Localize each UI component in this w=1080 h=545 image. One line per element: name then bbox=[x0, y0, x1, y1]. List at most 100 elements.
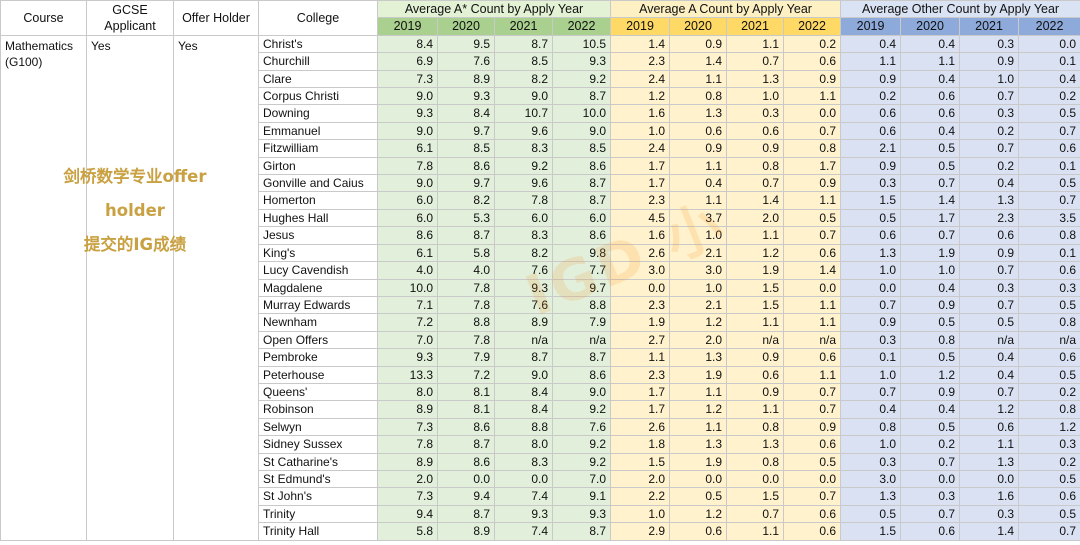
astar-value: 8.9 bbox=[437, 69, 495, 89]
other-value: 0.7 bbox=[959, 87, 1020, 106]
a-value: 1.1 bbox=[783, 191, 842, 210]
other-value: 0.9 bbox=[959, 243, 1020, 263]
table-row: Corpus Christi 9.0 9.3 9.0 8.7 1.2 0.8 1.0 1.1 0.… bbox=[1, 87, 1080, 106]
year-header: 2021 bbox=[959, 17, 1020, 36]
header-course: Course bbox=[0, 0, 87, 36]
gcse-applicant-value: Yes bbox=[86, 34, 174, 541]
a-value: 0.0 bbox=[726, 469, 785, 489]
astar-value: 0.0 bbox=[494, 469, 553, 489]
astar-value: 8.9 bbox=[377, 400, 438, 419]
other-value: 1.5 bbox=[840, 522, 902, 541]
astar-value: n/a bbox=[494, 330, 553, 350]
astar-value: 8.7 bbox=[437, 226, 495, 245]
other-value: 0.6 bbox=[1018, 139, 1080, 158]
astar-value: 9.2 bbox=[551, 69, 612, 89]
other-value: 3.0 bbox=[840, 469, 902, 489]
other-value: 2.3 bbox=[959, 208, 1020, 228]
a-value: 2.7 bbox=[610, 330, 671, 350]
a-value: 1.1 bbox=[726, 522, 785, 541]
table-row: Sidney Sussex 7.8 8.7 8.0 9.2 1.8 1.3 1.3 0.6 1.0… bbox=[1, 435, 1080, 454]
table-row: Churchill 6.9 7.6 8.5 9.3 2.3 1.4 0.7 0.6 1.1 1.1 0… bbox=[1, 52, 1080, 71]
astar-value: 8.5 bbox=[494, 52, 553, 71]
astar-value: 8.4 bbox=[494, 382, 553, 402]
other-value: 0.2 bbox=[900, 435, 961, 454]
astar-value: 10.5 bbox=[551, 34, 612, 54]
a-value: 1.9 bbox=[669, 452, 728, 471]
year-header: 2021 bbox=[494, 17, 553, 36]
a-value: 0.7 bbox=[726, 52, 785, 71]
astar-value: 9.3 bbox=[377, 104, 438, 123]
other-value: 1.6 bbox=[959, 487, 1020, 506]
a-value: 1.1 bbox=[783, 365, 842, 384]
astar-value: 7.8 bbox=[437, 295, 495, 315]
other-value: 1.1 bbox=[959, 435, 1020, 454]
astar-value: 7.4 bbox=[494, 522, 553, 541]
other-value: 0.3 bbox=[840, 174, 902, 193]
college-name: Clare bbox=[258, 69, 378, 89]
other-value: 0.5 bbox=[959, 313, 1020, 332]
year-header: 2020 bbox=[900, 17, 961, 36]
a-value: 0.7 bbox=[783, 382, 842, 402]
header-a-group: Average A Count by Apply Year bbox=[610, 0, 842, 19]
a-value: 0.5 bbox=[783, 452, 842, 471]
astar-value: 5.8 bbox=[437, 243, 495, 263]
other-value: 0.7 bbox=[900, 452, 961, 471]
astar-value: 8.7 bbox=[551, 87, 612, 106]
college-name: Fitzwilliam bbox=[258, 139, 378, 158]
header-other-group: Average Other Count by Apply Year bbox=[840, 0, 1080, 19]
astar-value: 8.4 bbox=[437, 104, 495, 123]
header-astar-group: Average A* Count by Apply Year bbox=[376, 0, 612, 19]
other-value: 1.0 bbox=[840, 435, 902, 454]
other-value: 0.4 bbox=[900, 121, 961, 141]
astar-value: 9.0 bbox=[494, 365, 553, 384]
astar-value: 8.8 bbox=[551, 295, 612, 315]
other-value: 0.7 bbox=[900, 504, 961, 524]
astar-value: 8.8 bbox=[437, 313, 495, 332]
other-value: 0.4 bbox=[840, 400, 902, 419]
table-row: Downing 9.3 8.4 10.7 10.0 1.6 1.3 0.3 0.0 0.6 0.6 0… bbox=[1, 104, 1080, 123]
a-value: 1.6 bbox=[610, 104, 671, 123]
a-value: 1.1 bbox=[610, 348, 671, 367]
other-value: 0.3 bbox=[959, 34, 1020, 54]
a-value: 0.9 bbox=[783, 417, 842, 437]
other-value: 0.4 bbox=[900, 34, 961, 54]
astar-value: 7.1 bbox=[377, 295, 438, 315]
table-row: Jesus 8.6 8.7 8.3 8.6 1.6 1.0 1.1 0.7 0.6 0.7 0.6 0.… bbox=[1, 226, 1080, 245]
astar-value: 7.6 bbox=[494, 261, 553, 280]
a-value: 1.0 bbox=[610, 504, 671, 524]
a-value: 0.6 bbox=[669, 121, 728, 141]
a-value: 2.3 bbox=[610, 52, 671, 71]
a-value: 1.3 bbox=[726, 435, 785, 454]
a-value: 1.5 bbox=[610, 452, 671, 471]
other-value: 0.3 bbox=[1018, 435, 1080, 454]
astar-value: 10.7 bbox=[494, 104, 553, 123]
college-name: King's bbox=[258, 243, 378, 263]
a-value: 2.9 bbox=[610, 522, 671, 541]
a-value: 1.1 bbox=[669, 417, 728, 437]
a-value: 0.6 bbox=[783, 52, 842, 71]
a-value: 0.7 bbox=[783, 400, 842, 419]
other-value: 0.4 bbox=[959, 348, 1020, 367]
a-value: n/a bbox=[726, 330, 785, 350]
astar-value: 9.0 bbox=[551, 382, 612, 402]
other-value: 0.4 bbox=[840, 34, 902, 54]
other-value: 2.1 bbox=[840, 139, 902, 158]
other-value: 0.7 bbox=[1018, 121, 1080, 141]
astar-value: 8.1 bbox=[437, 382, 495, 402]
other-value: 0.5 bbox=[1018, 504, 1080, 524]
a-value: 1.5 bbox=[726, 295, 785, 315]
astar-value: 9.4 bbox=[437, 487, 495, 506]
astar-value: 9.0 bbox=[551, 121, 612, 141]
astar-value: 8.9 bbox=[377, 452, 438, 471]
astar-value: 8.6 bbox=[551, 226, 612, 245]
a-value: 1.3 bbox=[669, 104, 728, 123]
a-value: 0.9 bbox=[669, 139, 728, 158]
a-value: 1.5 bbox=[726, 278, 785, 297]
astar-value: 9.7 bbox=[551, 278, 612, 297]
other-value: 0.1 bbox=[840, 348, 902, 367]
other-value: 0.4 bbox=[900, 69, 961, 89]
astar-value: 7.9 bbox=[551, 313, 612, 332]
table-row: Robinson 8.9 8.1 8.4 9.2 1.7 1.2 1.1 0.7 0.4 0.4 1.… bbox=[1, 400, 1080, 419]
astar-value: 8.3 bbox=[494, 452, 553, 471]
other-value: 0.9 bbox=[900, 382, 961, 402]
